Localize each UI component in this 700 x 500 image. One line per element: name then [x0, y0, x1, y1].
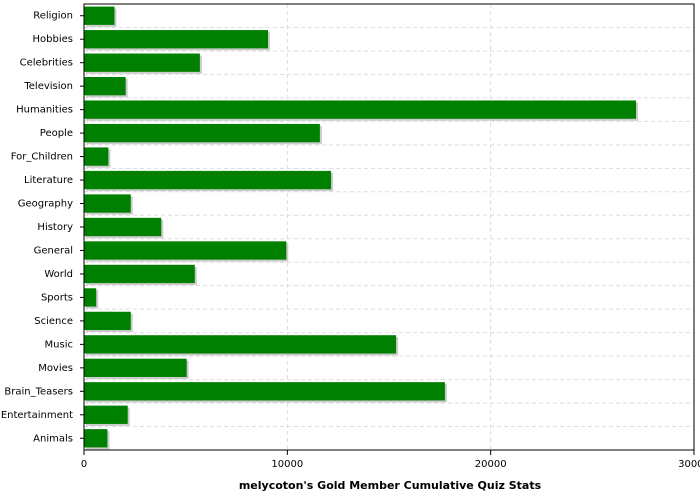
x-axis-label: melycoton's Gold Member Cumulative Quiz …: [239, 479, 542, 492]
y-tick-label: Brain_Teasers: [4, 386, 73, 397]
bar: [84, 30, 269, 49]
y-tick-label: General: [34, 245, 73, 256]
y-tick-label: Hobbies: [33, 34, 73, 45]
bar: [84, 241, 287, 260]
y-tick-label: Literature: [24, 175, 73, 186]
bar: [84, 429, 108, 448]
bar: [84, 147, 109, 166]
bar: [84, 170, 332, 190]
y-tick-label: For_Children: [11, 152, 73, 163]
x-tick-label: 20000: [475, 459, 507, 470]
y-tick-label: Sports: [41, 292, 73, 303]
bar: [84, 358, 187, 377]
bar: [84, 123, 320, 143]
bar: [84, 100, 637, 119]
y-tick-label: Television: [23, 81, 73, 92]
plot-frame: [83, 3, 695, 451]
y-tick-label: Music: [45, 339, 73, 350]
bar: [84, 217, 162, 237]
y-tick-label: Celebrities: [20, 58, 73, 69]
y-tick-label: World: [44, 269, 73, 280]
y-tick-label: History: [37, 222, 73, 233]
bar: [84, 311, 131, 331]
x-tick-label: 0: [81, 459, 87, 470]
bar: [84, 6, 115, 25]
bar: [84, 77, 126, 96]
y-tick-label: Geography: [18, 199, 73, 210]
x-tick-label: 10000: [271, 459, 303, 470]
y-tick-label: Animals: [33, 433, 73, 444]
bar: [84, 382, 445, 401]
bar: [84, 194, 131, 213]
y-tick-label: Movies: [38, 363, 73, 374]
x-tick-label: 30000: [678, 459, 700, 470]
bar: [84, 288, 97, 307]
bar: [84, 405, 128, 424]
y-tick-label: Humanities: [16, 105, 73, 116]
y-tick-label: Entertainment: [1, 410, 73, 421]
y-tick-label: Religion: [33, 11, 73, 22]
bar: [84, 53, 200, 72]
y-tick-label: People: [40, 128, 73, 139]
bar: [84, 264, 195, 284]
bar: [84, 335, 397, 354]
y-tick-label: Science: [34, 316, 73, 327]
